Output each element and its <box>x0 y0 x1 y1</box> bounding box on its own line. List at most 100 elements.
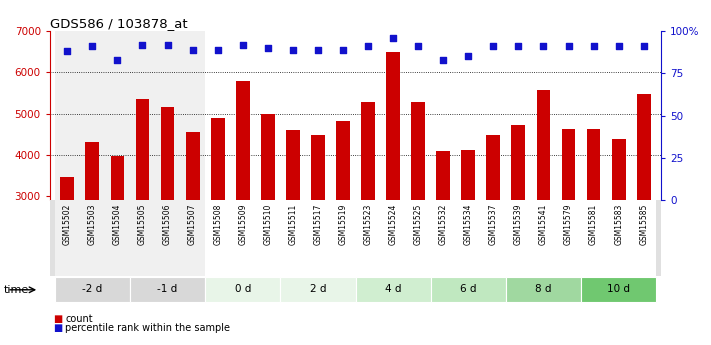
Text: 2 d: 2 d <box>310 284 326 294</box>
Point <box>638 43 649 49</box>
Text: GSM15524: GSM15524 <box>389 204 397 245</box>
Point <box>363 43 374 49</box>
Point <box>312 47 324 52</box>
Point <box>137 42 148 47</box>
Bar <box>55 31 130 200</box>
Text: GSM15532: GSM15532 <box>439 204 448 245</box>
Point <box>87 43 98 49</box>
Bar <box>431 200 506 276</box>
Text: GSM15502: GSM15502 <box>63 204 72 245</box>
Bar <box>205 277 280 302</box>
Point <box>287 47 299 52</box>
Bar <box>286 130 300 320</box>
Text: GSM15534: GSM15534 <box>464 204 473 245</box>
Text: percentile rank within the sample: percentile rank within the sample <box>65 323 230 333</box>
Bar <box>611 139 626 320</box>
Text: GSM15510: GSM15510 <box>263 204 272 245</box>
Text: 4 d: 4 d <box>385 284 401 294</box>
Text: 6 d: 6 d <box>460 284 476 294</box>
Text: GSM15508: GSM15508 <box>213 204 222 245</box>
Text: GSM15511: GSM15511 <box>289 204 297 245</box>
Bar <box>506 31 581 200</box>
Point <box>412 43 424 49</box>
Point <box>62 49 73 54</box>
Point <box>112 57 123 62</box>
Text: GSM15523: GSM15523 <box>363 204 373 245</box>
Text: GSM15583: GSM15583 <box>614 204 623 245</box>
Text: -1 d: -1 d <box>157 284 178 294</box>
Bar <box>431 277 506 302</box>
Bar <box>356 277 431 302</box>
Bar <box>280 277 356 302</box>
Point <box>187 47 198 52</box>
Bar <box>587 129 601 320</box>
Point <box>613 43 624 49</box>
Bar <box>437 151 450 320</box>
Bar <box>581 200 656 276</box>
Bar <box>511 125 525 320</box>
Point <box>162 42 173 47</box>
Text: GSM15507: GSM15507 <box>188 204 197 245</box>
Bar <box>506 200 581 276</box>
Bar <box>486 135 501 320</box>
Text: GSM15519: GSM15519 <box>338 204 348 245</box>
Bar <box>205 200 280 276</box>
Bar <box>361 102 375 320</box>
Bar <box>280 200 356 276</box>
Point <box>538 43 549 49</box>
Bar <box>55 200 130 276</box>
Bar <box>311 135 325 320</box>
Point <box>588 43 599 49</box>
Bar <box>55 277 130 302</box>
Text: GSM15503: GSM15503 <box>88 204 97 245</box>
Text: 0 d: 0 d <box>235 284 251 294</box>
Bar <box>581 31 656 200</box>
Bar <box>161 107 174 320</box>
Bar <box>130 31 205 200</box>
Bar <box>637 94 651 320</box>
Point <box>237 42 248 47</box>
Bar <box>130 277 205 302</box>
Text: GSM15525: GSM15525 <box>414 204 422 245</box>
Bar <box>506 277 581 302</box>
Text: ■: ■ <box>53 314 63 324</box>
Point <box>488 43 499 49</box>
Bar <box>186 132 200 320</box>
Bar <box>85 142 100 320</box>
Bar <box>205 31 280 200</box>
Bar <box>60 177 74 320</box>
Bar <box>136 99 149 320</box>
Text: GSM15517: GSM15517 <box>314 204 322 245</box>
Bar <box>356 31 431 200</box>
Text: ■: ■ <box>53 323 63 333</box>
Text: GSM15504: GSM15504 <box>113 204 122 245</box>
Bar <box>261 114 274 320</box>
Text: time: time <box>4 285 29 295</box>
Bar <box>236 81 250 320</box>
Bar <box>411 102 425 320</box>
Bar <box>386 52 400 320</box>
Bar <box>336 121 350 320</box>
Point <box>337 47 348 52</box>
Bar <box>130 200 205 276</box>
Text: GSM15505: GSM15505 <box>138 204 147 245</box>
Bar <box>581 277 656 302</box>
Bar <box>537 90 550 320</box>
Point <box>437 57 449 62</box>
Text: GSM15537: GSM15537 <box>489 204 498 245</box>
Point <box>563 43 574 49</box>
Bar <box>356 200 431 276</box>
Point <box>262 45 274 51</box>
Bar <box>431 31 506 200</box>
Point <box>212 47 223 52</box>
Bar <box>562 129 575 320</box>
Text: -2 d: -2 d <box>82 284 102 294</box>
Bar <box>110 156 124 320</box>
Text: GSM15581: GSM15581 <box>589 204 598 245</box>
Text: count: count <box>65 314 93 324</box>
Text: GSM15509: GSM15509 <box>238 204 247 245</box>
Bar <box>461 150 475 320</box>
Text: 10 d: 10 d <box>607 284 630 294</box>
Text: GDS586 / 103878_at: GDS586 / 103878_at <box>50 17 188 30</box>
Text: GSM15506: GSM15506 <box>163 204 172 245</box>
